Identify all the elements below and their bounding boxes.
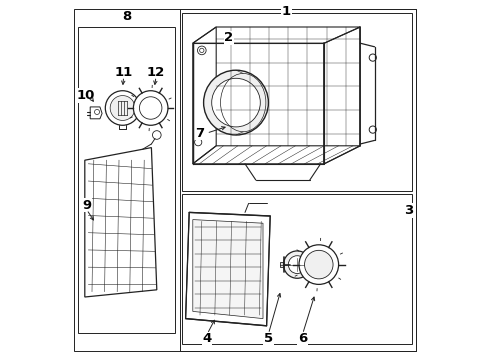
Text: 5: 5	[264, 332, 273, 345]
Bar	[193, 43, 324, 164]
Circle shape	[152, 131, 161, 139]
Circle shape	[199, 48, 204, 53]
Text: 4: 4	[202, 332, 212, 345]
Text: 3: 3	[405, 204, 414, 217]
Circle shape	[195, 139, 202, 146]
Bar	[182, 194, 413, 344]
Circle shape	[369, 54, 376, 61]
Text: 8: 8	[122, 10, 131, 23]
Circle shape	[95, 109, 99, 114]
Bar	[77, 27, 175, 333]
Text: 1: 1	[282, 5, 291, 18]
Circle shape	[284, 251, 311, 278]
Circle shape	[299, 245, 339, 284]
Circle shape	[110, 95, 135, 121]
Circle shape	[105, 91, 140, 125]
Circle shape	[305, 250, 333, 279]
Circle shape	[133, 91, 168, 125]
Text: 2: 2	[224, 31, 233, 44]
Polygon shape	[85, 148, 157, 297]
Polygon shape	[90, 107, 102, 119]
Circle shape	[204, 70, 269, 135]
Text: 7: 7	[196, 127, 204, 140]
Text: 11: 11	[115, 66, 133, 78]
Bar	[180, 9, 416, 351]
Circle shape	[197, 46, 206, 55]
Circle shape	[140, 97, 162, 119]
Circle shape	[212, 78, 260, 127]
Circle shape	[288, 256, 306, 274]
Text: 12: 12	[147, 66, 165, 78]
Text: 10: 10	[77, 89, 95, 102]
Circle shape	[369, 126, 376, 133]
Polygon shape	[186, 212, 270, 326]
Polygon shape	[193, 220, 263, 319]
Text: 6: 6	[298, 332, 307, 345]
Text: 9: 9	[82, 199, 91, 212]
Polygon shape	[280, 262, 287, 267]
Bar	[182, 13, 413, 191]
